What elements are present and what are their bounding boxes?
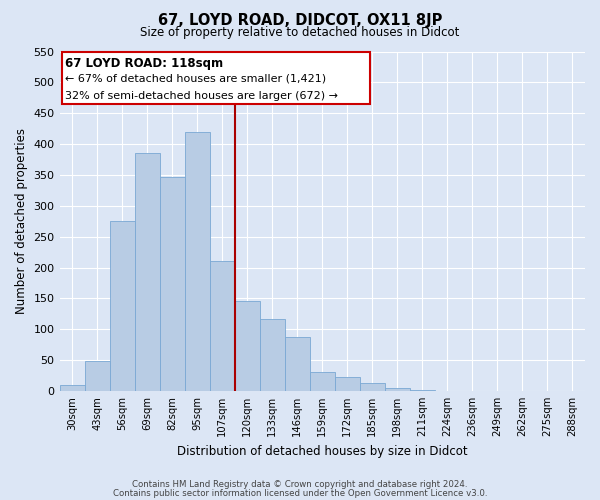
FancyBboxPatch shape <box>62 52 370 104</box>
Bar <box>85 362 110 391</box>
Bar <box>185 132 209 391</box>
Bar <box>310 372 335 391</box>
Bar <box>59 385 85 391</box>
Bar <box>110 221 134 391</box>
Bar <box>209 262 235 391</box>
Bar <box>134 154 160 391</box>
Text: ← 67% of detached houses are smaller (1,421): ← 67% of detached houses are smaller (1,… <box>65 74 326 84</box>
Bar <box>160 177 185 391</box>
Bar <box>260 318 285 391</box>
Y-axis label: Number of detached properties: Number of detached properties <box>15 128 28 314</box>
Text: Contains public sector information licensed under the Open Government Licence v3: Contains public sector information licen… <box>113 490 487 498</box>
Bar <box>285 336 310 391</box>
Text: Contains HM Land Registry data © Crown copyright and database right 2024.: Contains HM Land Registry data © Crown c… <box>132 480 468 489</box>
Bar <box>385 388 410 391</box>
Bar <box>410 390 435 391</box>
Text: 32% of semi-detached houses are larger (672) →: 32% of semi-detached houses are larger (… <box>65 90 338 101</box>
Text: Size of property relative to detached houses in Didcot: Size of property relative to detached ho… <box>140 26 460 39</box>
Bar <box>335 378 360 391</box>
Text: 67 LOYD ROAD: 118sqm: 67 LOYD ROAD: 118sqm <box>65 56 223 70</box>
Text: 67, LOYD ROAD, DIDCOT, OX11 8JP: 67, LOYD ROAD, DIDCOT, OX11 8JP <box>158 12 442 28</box>
Bar <box>235 302 260 391</box>
Bar <box>360 383 385 391</box>
X-axis label: Distribution of detached houses by size in Didcot: Distribution of detached houses by size … <box>177 444 467 458</box>
